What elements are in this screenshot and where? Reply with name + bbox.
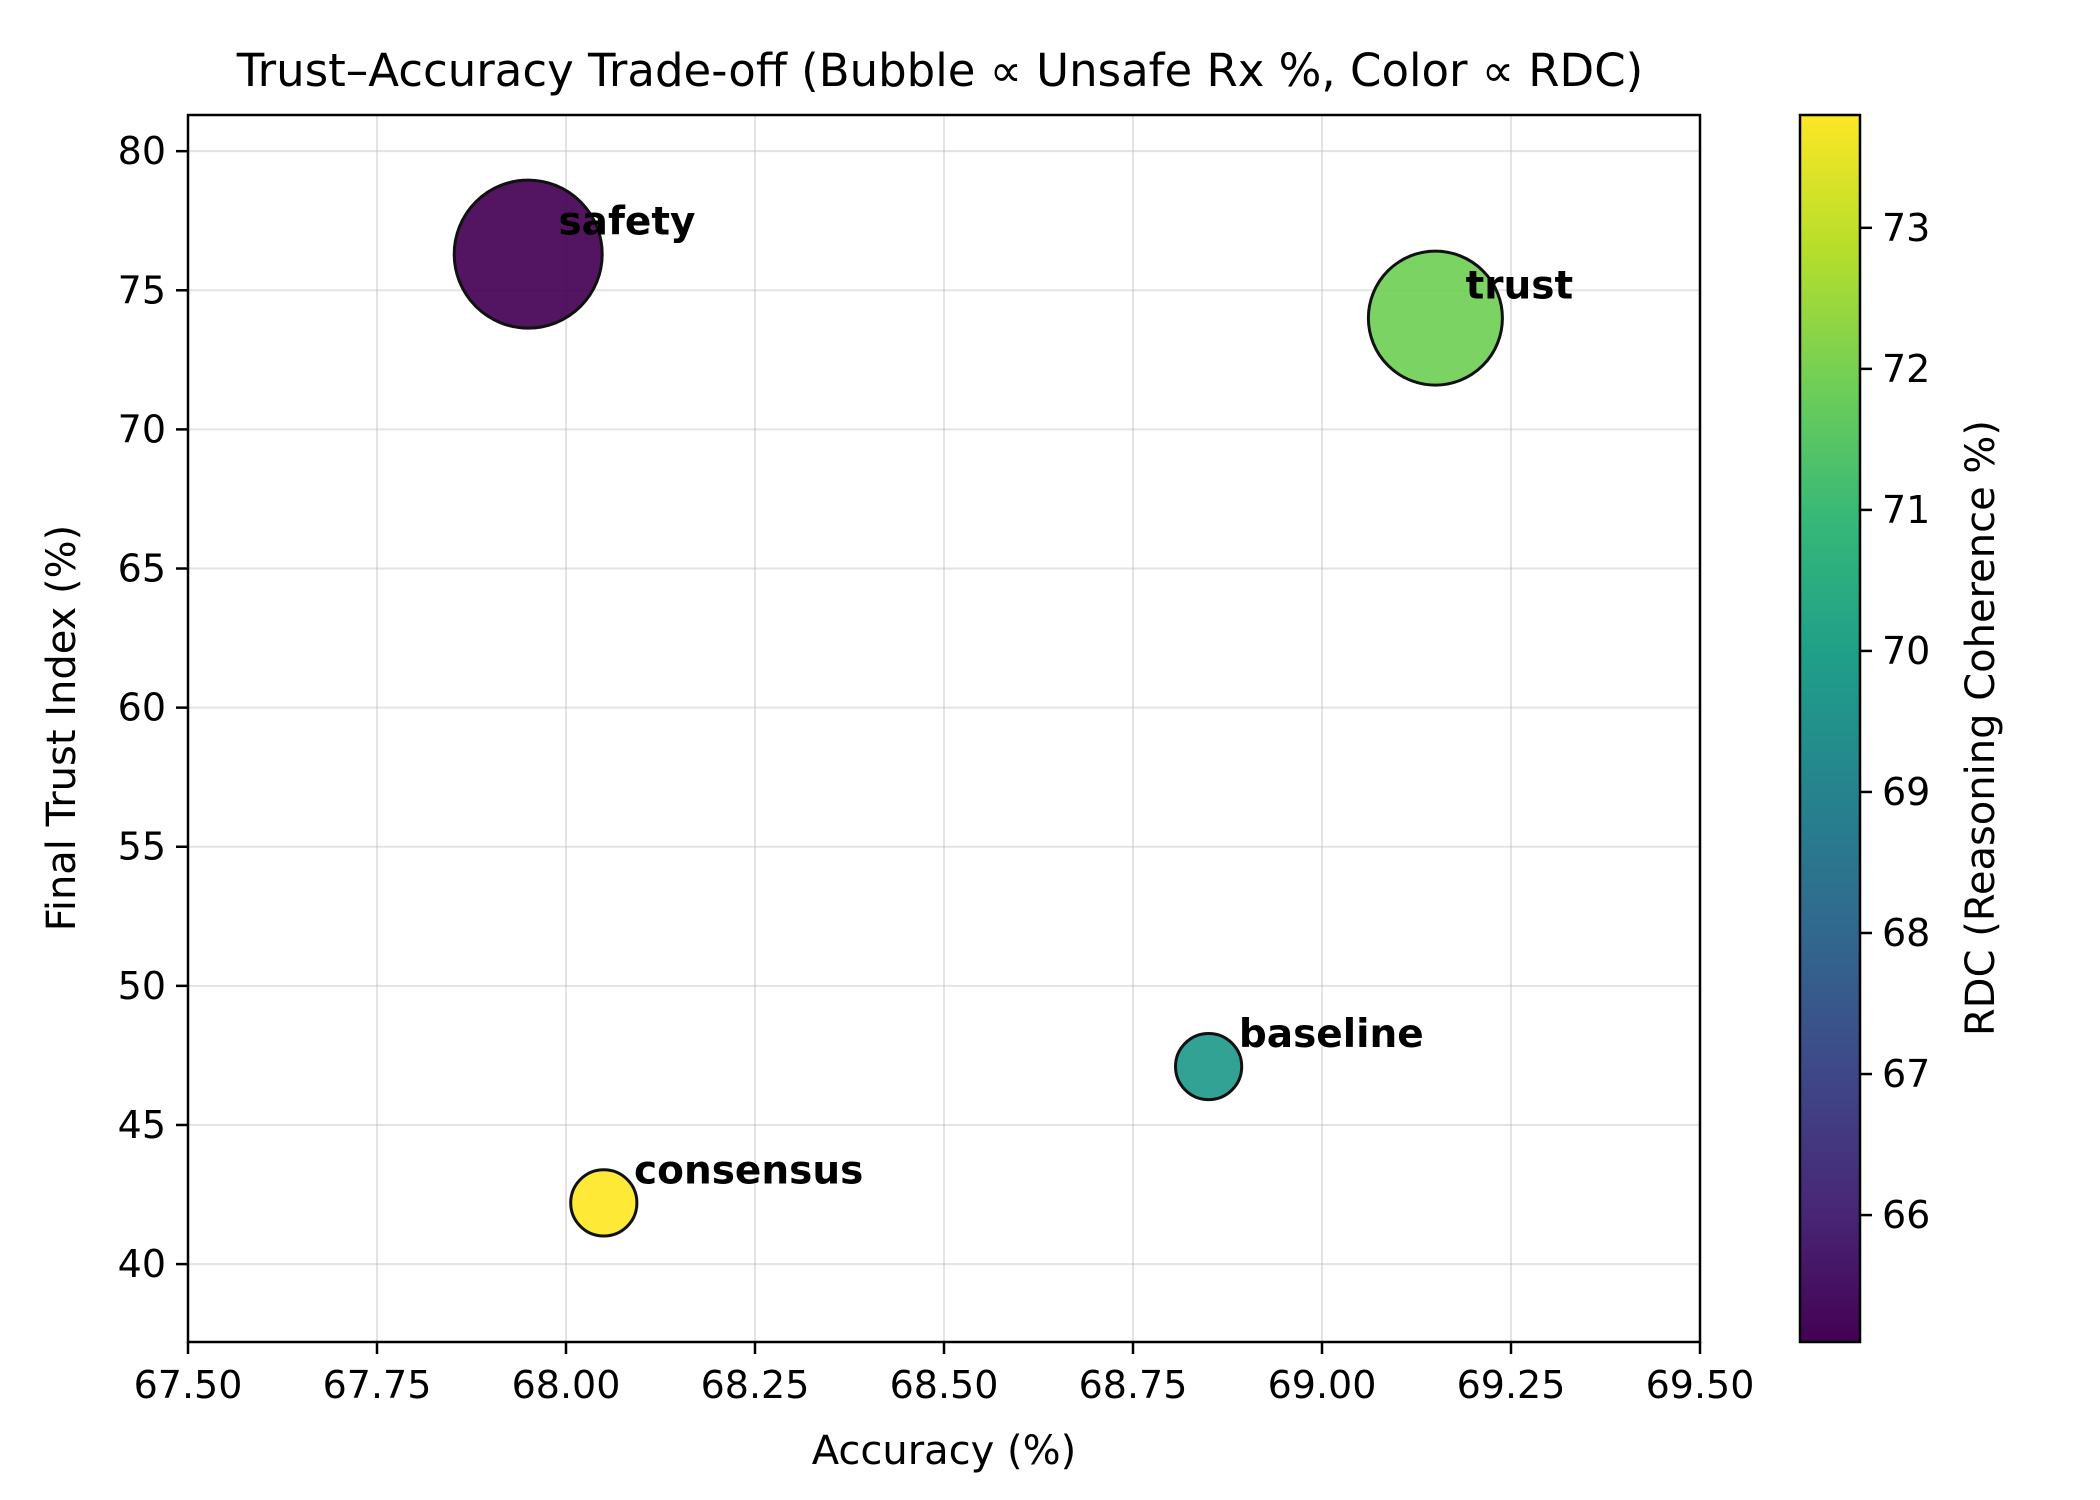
colorbar-tick-label: 70 bbox=[1882, 629, 1930, 673]
point-label-consensus: consensus bbox=[634, 1148, 863, 1193]
point-label-baseline: baseline bbox=[1239, 1012, 1424, 1057]
colorbar-tick-label: 71 bbox=[1882, 488, 1930, 532]
y-tick-label: 75 bbox=[118, 268, 166, 312]
colorbar-tick-label: 73 bbox=[1882, 206, 1930, 250]
x-tick-label: 68.00 bbox=[512, 1363, 621, 1407]
colorbar-tick-label: 69 bbox=[1882, 770, 1930, 814]
y-axis-label: Final Trust Index (%) bbox=[39, 525, 85, 932]
y-axis-ticks: 40 45 50 55 60 65 70 75 80 bbox=[118, 129, 188, 1286]
y-tick-label: 55 bbox=[118, 825, 166, 869]
y-tick-label: 40 bbox=[118, 1242, 166, 1286]
x-tick-label: 68.25 bbox=[701, 1363, 810, 1407]
grid bbox=[187, 115, 1701, 1342]
bubble-safety bbox=[452, 178, 604, 330]
y-tick-label: 70 bbox=[118, 407, 166, 451]
x-axis-label: Accuracy (%) bbox=[812, 1428, 1077, 1474]
point-labels: safety trust baseline consensus bbox=[558, 200, 1573, 1194]
point-label-safety: safety bbox=[558, 200, 695, 245]
colorbar-frame bbox=[1798, 113, 1862, 1344]
x-tick-label: 67.50 bbox=[134, 1363, 243, 1407]
x-axis-ticks: 67.50 67.75 68.00 68.25 68.50 68.75 69.00 69.25… bbox=[134, 1342, 1755, 1407]
y-tick-label: 50 bbox=[118, 964, 166, 1008]
colorbar-tick-label: 66 bbox=[1882, 1193, 1930, 1237]
colorbar-gradient bbox=[1800, 115, 1860, 1342]
colorbar-ticks: 66 67 68 69 70 71 72 73 bbox=[1860, 206, 1930, 1237]
bubbles bbox=[452, 178, 1504, 1238]
chart-title: Trust–Accuracy Trade-off (Bubble ∝ Unsaf… bbox=[236, 44, 1643, 97]
colorbar-tick-label: 67 bbox=[1882, 1052, 1930, 1096]
y-tick-label: 45 bbox=[118, 1103, 166, 1147]
point-label-trust: trust bbox=[1466, 264, 1574, 309]
colorbar-tick-label: 72 bbox=[1882, 347, 1930, 391]
colorbar-tick-label: 68 bbox=[1882, 911, 1930, 955]
bubble-trust bbox=[1366, 249, 1504, 387]
bubble-consensus bbox=[569, 1168, 639, 1238]
x-tick-label: 68.50 bbox=[890, 1363, 999, 1407]
y-tick-label: 80 bbox=[118, 129, 166, 173]
x-tick-label: 67.75 bbox=[323, 1363, 432, 1407]
x-tick-label: 68.75 bbox=[1079, 1363, 1188, 1407]
bubble-baseline bbox=[1174, 1031, 1244, 1102]
colorbar-label: RDC (Reasoning Coherence %) bbox=[1958, 420, 2004, 1036]
x-tick-label: 69.00 bbox=[1268, 1363, 1377, 1407]
y-tick-label: 65 bbox=[118, 547, 166, 591]
x-tick-label: 69.50 bbox=[1646, 1363, 1755, 1407]
y-tick-label: 60 bbox=[118, 686, 166, 730]
x-tick-label: 69.25 bbox=[1457, 1363, 1566, 1407]
